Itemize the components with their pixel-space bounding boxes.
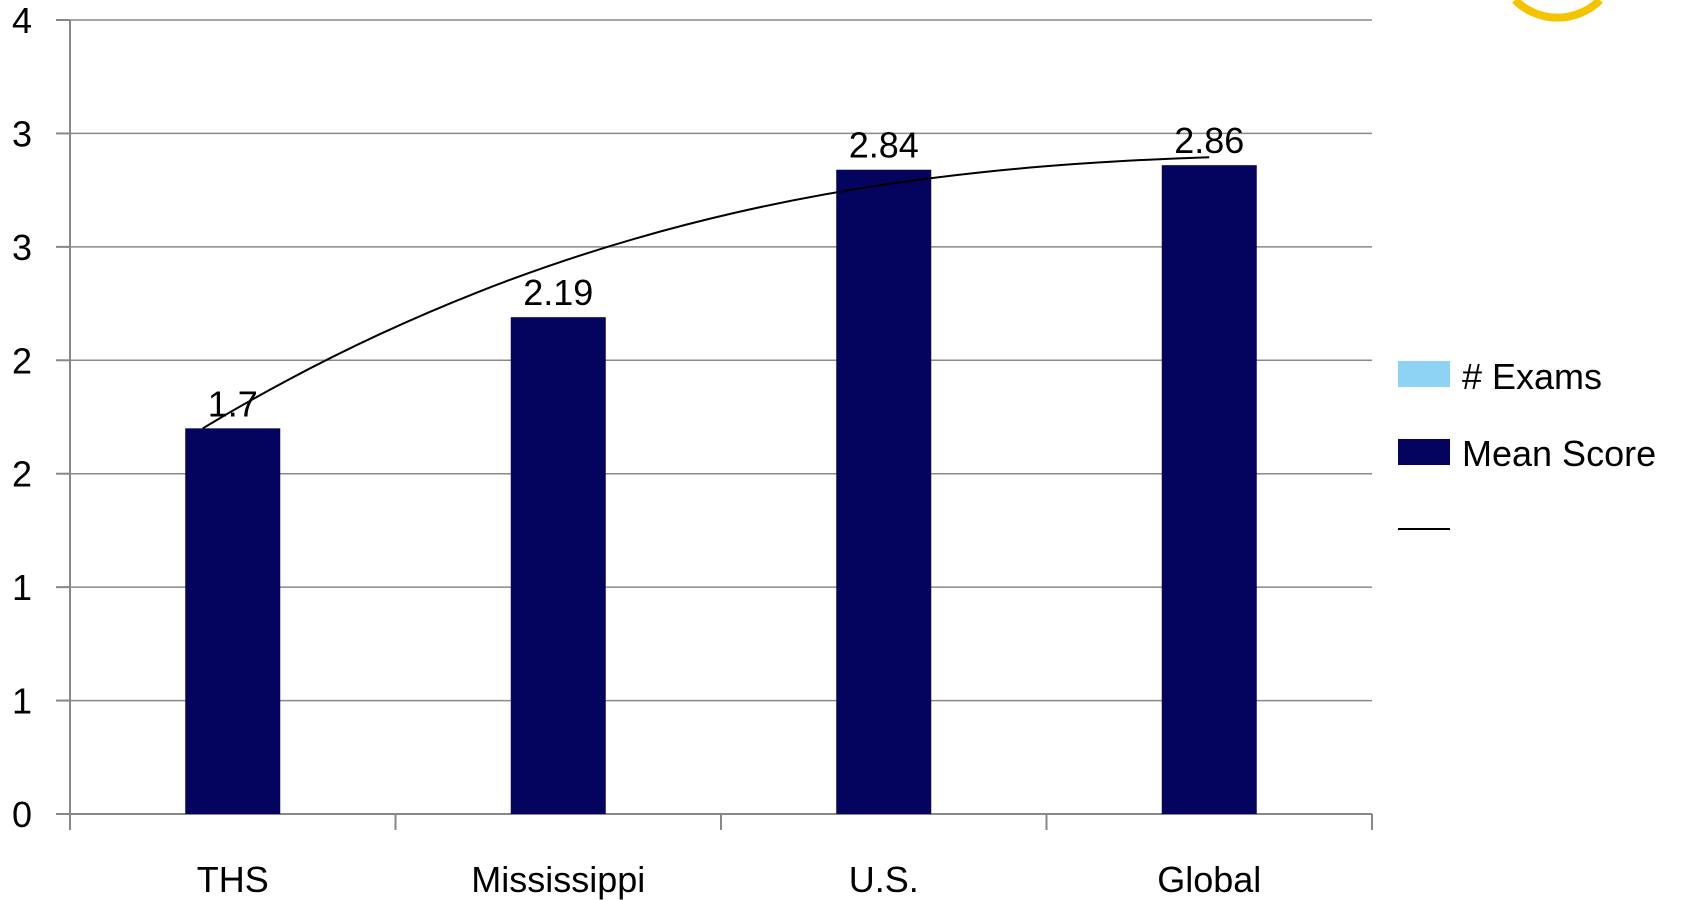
x-tick-labels: THS Mississippi U.S. Global	[70, 814, 1372, 900]
x-tick-label: Global	[1157, 859, 1261, 900]
y-tick-labels: 0 1 1 2 2 3 3 4	[12, 0, 32, 835]
trendline	[203, 157, 1210, 428]
legend-label-exams: # Exams	[1462, 356, 1602, 397]
data-label: 1.7	[208, 383, 258, 424]
legend: # Exams Mean Score	[1398, 356, 1656, 529]
y-tick-label: 2	[12, 340, 32, 381]
data-label: 2.19	[523, 272, 593, 313]
bars	[185, 165, 1257, 814]
y-tick-label: 4	[12, 0, 32, 41]
y-tick-label: 0	[12, 794, 32, 835]
bar-mean-score	[185, 428, 280, 814]
legend-swatch-mean-score	[1398, 439, 1450, 465]
data-label: 2.84	[849, 125, 919, 166]
legend-label-mean-score: Mean Score	[1462, 433, 1656, 474]
bar-mean-score	[836, 170, 931, 814]
x-tick-label: Mississippi	[471, 859, 645, 900]
y-tick-label: 1	[12, 567, 32, 608]
x-tick-label: U.S.	[849, 859, 919, 900]
data-label: 2.86	[1174, 120, 1244, 161]
legend-swatch-exams	[1398, 361, 1450, 387]
bar-mean-score	[1162, 165, 1257, 814]
bar-mean-score	[511, 317, 606, 814]
corner-badge-icon	[1515, 0, 1600, 18]
x-tick-label: THS	[197, 859, 269, 900]
y-tick-label: 1	[12, 681, 32, 722]
y-tick-label: 3	[12, 227, 32, 268]
y-tick-label: 2	[12, 454, 32, 495]
y-tick-label: 3	[12, 113, 32, 154]
trendline-curve	[203, 157, 1210, 428]
data-labels: 1.7 2.19 2.84 2.86	[208, 120, 1245, 424]
